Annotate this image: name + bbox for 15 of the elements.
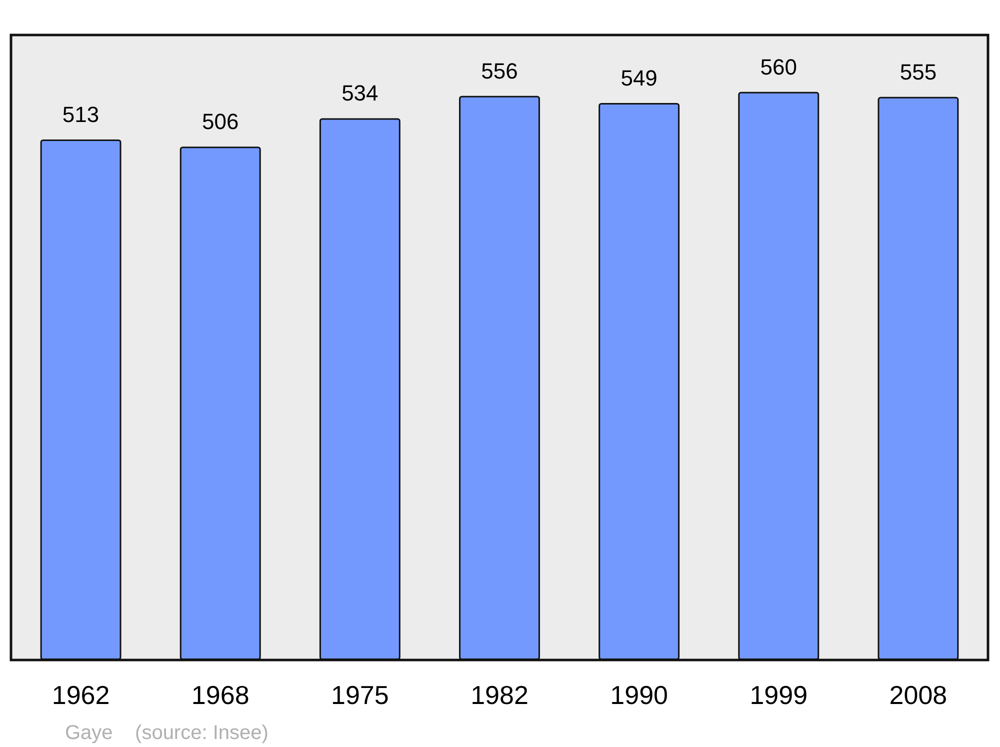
x-tick-label: 1968 (191, 680, 250, 710)
x-tick-label: 1990 (610, 680, 668, 710)
data-label: 513 (62, 102, 100, 128)
x-tick-label: 1962 (52, 680, 110, 710)
x-tick-label: 1982 (470, 680, 528, 710)
data-label: 549 (620, 65, 658, 90)
data-label: 556 (481, 58, 518, 84)
data-label: 560 (760, 54, 797, 80)
x-tick-label: 2008 (889, 680, 948, 710)
x-tick-label: 1975 (331, 680, 389, 710)
data-label: 555 (900, 59, 937, 84)
x-tick-label: 1999 (750, 680, 808, 710)
data-label: 506 (202, 109, 239, 134)
data-label: 534 (342, 80, 378, 106)
text: Gaye (source: Insee) (65, 722, 268, 744)
